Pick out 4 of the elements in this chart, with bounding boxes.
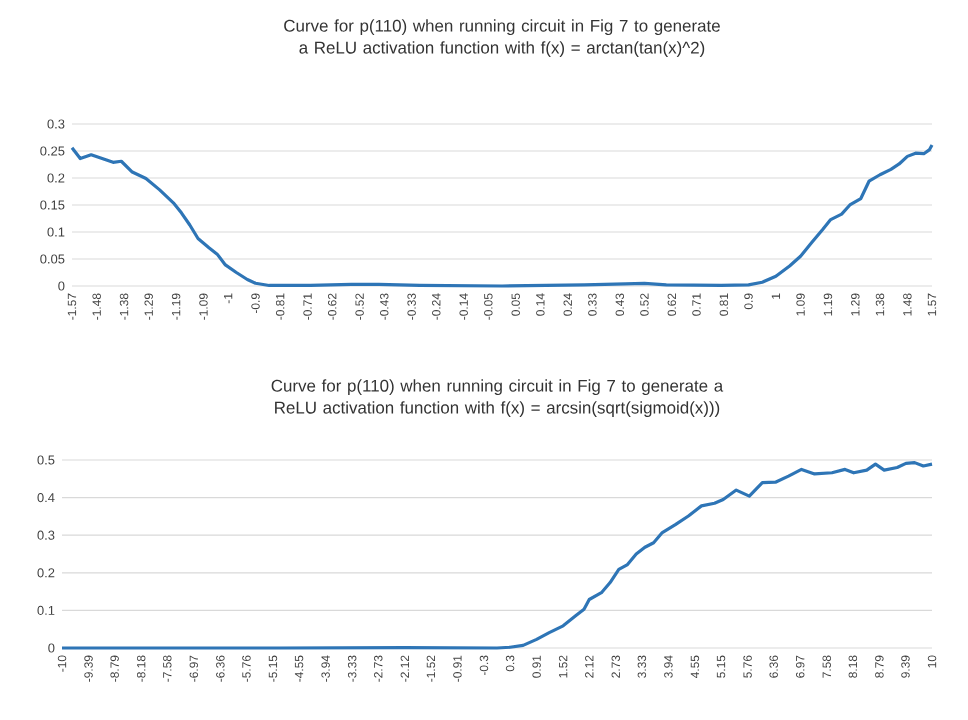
line-series bbox=[70, 143, 934, 288]
chart-title: Curve for p(110) when running circuit in Fig 7 to generate a ReLU activation function with f(x) = arcsin(sqrt(sigmoid(x))) bbox=[271, 379, 724, 417]
line-series bbox=[60, 461, 934, 650]
chart-title: Curve for p(110) when running circuit in Fig 7 to generate a ReLU activation function with f(x) = arctan(tan(x)^2) bbox=[284, 19, 720, 57]
